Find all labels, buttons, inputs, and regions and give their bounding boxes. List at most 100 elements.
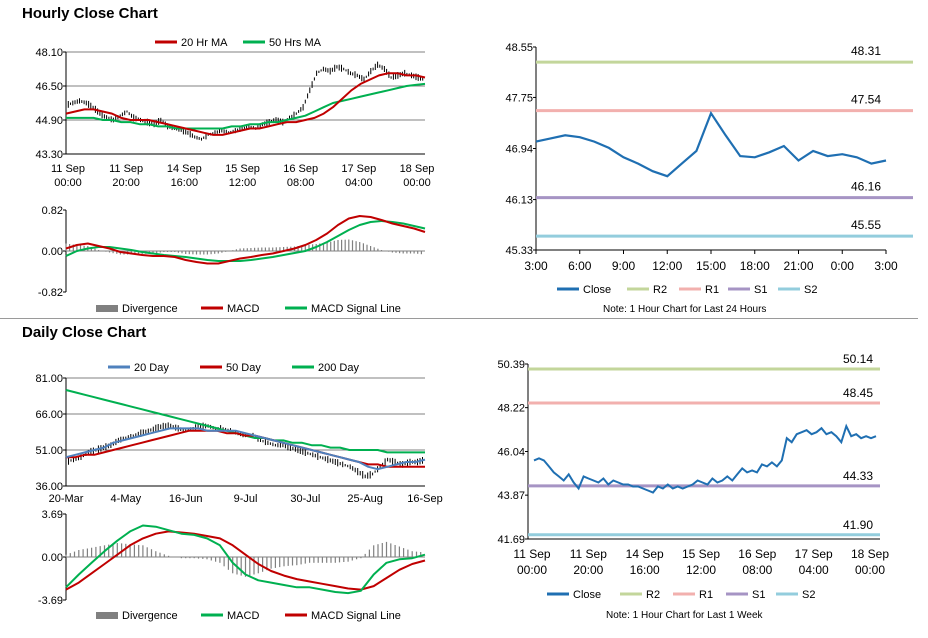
hourly-price-xtick-time: 12:00 xyxy=(229,177,257,189)
hourly-macd-ytick: 0.00 xyxy=(42,246,63,258)
daily-levels-r2-value-label: 50.14 xyxy=(843,352,873,366)
hourly-levels-xtick: 3:00 xyxy=(524,259,548,273)
daily-macd-divergence-legend-swatch xyxy=(96,612,118,619)
hourly-levels-r1-legend-label: R1 xyxy=(705,284,719,296)
daily-price-xtick: 16-Sep xyxy=(407,493,442,505)
daily-price-50day-legend-label: 50 Day xyxy=(226,362,261,374)
hourly-price-xtick-time: 20:00 xyxy=(112,177,140,189)
daily-macd-ytick: 0.00 xyxy=(42,552,63,564)
daily-macd-divergence-legend-label: Divergence xyxy=(122,610,178,622)
daily-levels-xtick-time: 20:00 xyxy=(573,563,603,577)
hourly-price-ytick: 44.90 xyxy=(35,115,63,127)
daily-price-200day-line xyxy=(65,389,425,454)
daily-price-20day-legend-label: 20 Day xyxy=(134,362,169,374)
hourly-levels-ytick: 46.94 xyxy=(505,144,533,156)
daily-macd-ytick: 3.69 xyxy=(42,509,63,521)
daily-levels-close-legend-label: Close xyxy=(573,589,601,601)
daily-levels-s2-value-label: 41.90 xyxy=(843,518,873,532)
daily-levels-close-line xyxy=(533,423,877,494)
daily-levels-r2-legend-label: R2 xyxy=(646,589,660,601)
daily-levels-xtick-time: 00:00 xyxy=(517,563,547,577)
daily-price-ytick: 66.00 xyxy=(35,409,63,421)
daily-price-ytick: 51.00 xyxy=(35,445,63,457)
hourly-levels-ytick: 46.13 xyxy=(505,195,533,207)
daily-levels-xtick-date: 17 Sep xyxy=(795,547,833,561)
hourly-price-xtick-date: 11 Sep xyxy=(109,163,143,175)
hourly-price-xtick-date: 14 Sep xyxy=(167,163,202,175)
hourly-levels-r2-value-label: 48.31 xyxy=(851,44,881,58)
daily-levels-xtick-date: 15 Sep xyxy=(682,547,720,561)
daily-price-ytick: 81.00 xyxy=(35,373,63,385)
daily-macd-ytick: -3.69 xyxy=(38,595,63,607)
daily-macd-macd-line xyxy=(65,524,426,595)
hourly-price-20hr-ma-line xyxy=(65,72,426,136)
section-divider xyxy=(0,318,918,319)
daily-levels-s1-legend-label: S1 xyxy=(752,589,765,601)
hourly-price-xtick-time: 08:00 xyxy=(287,177,315,189)
daily-levels-ytick: 48.22 xyxy=(497,403,525,415)
hourly-levels-xtick: 18:00 xyxy=(740,259,770,273)
hourly-macd-divergence-legend-label: Divergence xyxy=(122,303,178,315)
daily-price-xtick: 20-Mar xyxy=(49,493,84,505)
hourly-price-50hr-ma-line xyxy=(66,82,426,130)
daily-macd-signal-line xyxy=(65,530,426,591)
hourly-levels-r2-legend-label: R2 xyxy=(653,284,667,296)
daily-macd-macd-legend-label: MACD xyxy=(227,610,259,622)
hourly-levels-ytick: 45.33 xyxy=(505,245,533,257)
hourly-levels-xtick: 9:00 xyxy=(612,259,636,273)
hourly-levels-xtick: 0:00 xyxy=(831,259,855,273)
hourly-price-50hr-legend-label: 50 Hrs MA xyxy=(269,37,322,49)
daily-price-xtick: 25-Aug xyxy=(347,493,382,505)
daily-levels-s1-value-label: 44.33 xyxy=(843,469,873,483)
daily-levels-note: Note: 1 Hour Chart for Last 1 Week xyxy=(606,610,763,621)
hourly-macd-macd-legend-label: MACD xyxy=(227,303,259,315)
hourly-levels-note: Note: 1 Hour Chart for Last 24 Hours xyxy=(603,304,767,315)
daily-levels-s2-legend-label: S2 xyxy=(802,589,815,601)
hourly-price-xtick-date: 11 Sep xyxy=(51,163,85,175)
hourly-price-xtick-date: 17 Sep xyxy=(341,163,376,175)
daily-macd-signal-legend-label: MACD Signal Line xyxy=(311,610,401,622)
hourly-levels-r1-value-label: 47.54 xyxy=(851,93,881,107)
hourly-price-xtick-date: 18 Sep xyxy=(400,163,435,175)
hourly-levels-xtick: 21:00 xyxy=(783,259,813,273)
hourly-levels-xtick: 3:00 xyxy=(874,259,898,273)
hourly-levels-xtick: 12:00 xyxy=(652,259,682,273)
hourly-levels-s2-value-label: 45.55 xyxy=(851,218,881,232)
hourly-price-ytick: 46.50 xyxy=(35,81,63,93)
hourly-levels-ytick: 47.75 xyxy=(505,92,533,104)
hourly-macd-signal-legend-label: MACD Signal Line xyxy=(311,303,401,315)
hourly-macd-macd-line xyxy=(65,215,426,265)
daily-section-title: Daily Close Chart xyxy=(22,324,147,341)
daily-levels-xtick-time: 04:00 xyxy=(799,563,829,577)
hourly-price-20hr-legend-label: 20 Hr MA xyxy=(181,37,228,49)
daily-price-50day-line xyxy=(66,429,425,468)
hourly-price-xtick-time: 00:00 xyxy=(403,177,431,189)
hourly-levels-ytick: 48.55 xyxy=(505,42,533,54)
daily-price-200day-legend-label: 200 Day xyxy=(318,362,359,374)
hourly-price-ytick: 48.10 xyxy=(35,47,63,59)
daily-levels-xtick-date: 11 Sep xyxy=(513,547,550,561)
daily-levels-ytick: 46.04 xyxy=(497,447,525,459)
daily-price-20day-line xyxy=(65,427,426,471)
daily-levels-xtick-date: 18 Sep xyxy=(851,547,889,561)
daily-price-xtick: 9-Jul xyxy=(234,493,258,505)
hourly-price-xtick-date: 16 Sep xyxy=(283,163,318,175)
daily-levels-xtick-date: 14 Sep xyxy=(626,547,664,561)
hourly-macd-ytick: 0.82 xyxy=(42,205,63,217)
hourly-price-xtick-date: 15 Sep xyxy=(225,163,260,175)
daily-price-xtick: 16-Jun xyxy=(169,493,203,505)
hourly-levels-xtick: 15:00 xyxy=(696,259,726,273)
hourly-price-ytick: 43.30 xyxy=(35,149,63,161)
daily-levels-xtick-time: 00:00 xyxy=(855,563,885,577)
daily-price-xtick: 30-Jul xyxy=(290,493,320,505)
hourly-levels-s1-value-label: 46.16 xyxy=(851,180,881,194)
hourly-macd-ytick: -0.82 xyxy=(38,287,63,299)
daily-levels-ytick: 41.69 xyxy=(497,534,525,546)
hourly-levels-close-legend-label: Close xyxy=(583,284,611,296)
hourly-levels-s2-legend-label: S2 xyxy=(804,284,817,296)
hourly-section-title: Hourly Close Chart xyxy=(22,5,158,22)
daily-levels-xtick-time: 16:00 xyxy=(630,563,660,577)
daily-levels-r1-value-label: 48.45 xyxy=(843,386,873,400)
daily-levels-xtick-date: 11 Sep xyxy=(570,547,607,561)
